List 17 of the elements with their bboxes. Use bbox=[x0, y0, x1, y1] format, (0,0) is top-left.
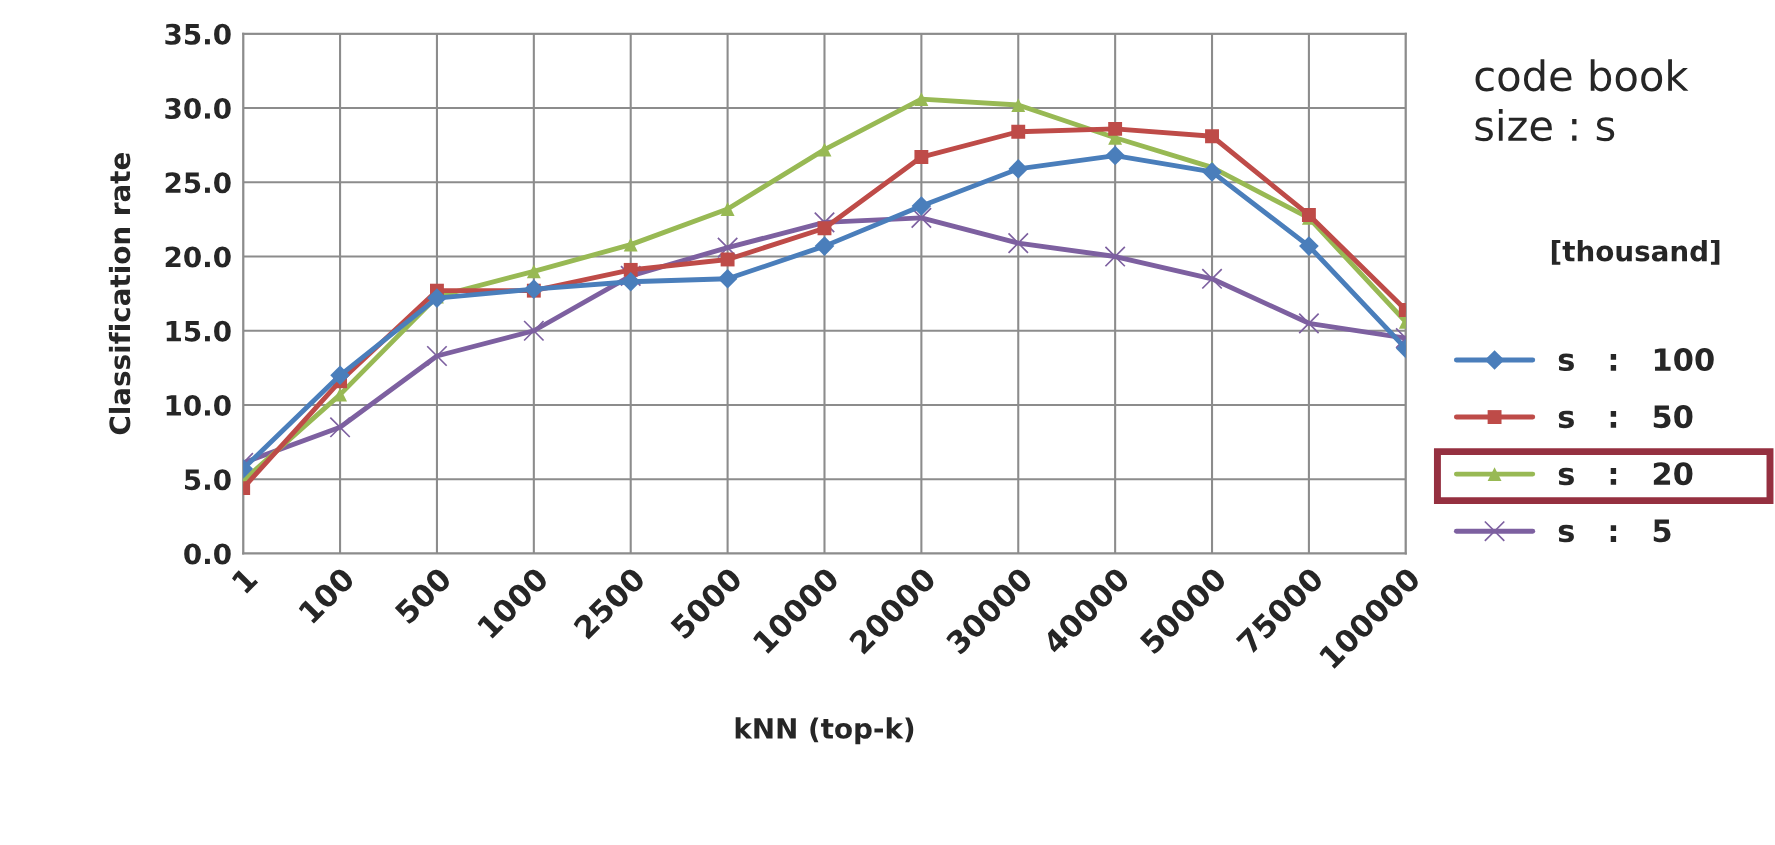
text: [thousand] bbox=[1551, 240, 1720, 265]
y-tick-label: 10.0 bbox=[166, 394, 231, 416]
legend-label: s : 5 bbox=[1558, 519, 1671, 543]
legend-label: s : 100 bbox=[1558, 348, 1714, 372]
legend-label: s : 50 bbox=[1558, 405, 1693, 429]
y-tick-label: 5.0 bbox=[185, 469, 231, 491]
y-tick-label: 20.0 bbox=[165, 246, 231, 268]
y-tick-label: 35.0 bbox=[165, 23, 231, 45]
x-axis-title: kNN (top-k) bbox=[735, 717, 914, 745]
y-tick-label: 25.0 bbox=[165, 172, 231, 194]
x-tick-label: 1 bbox=[231, 566, 259, 594]
y-tick-label: 30.0 bbox=[165, 97, 231, 119]
y-tick-label: 0.0 bbox=[184, 543, 231, 565]
y-tick-label: 15.0 bbox=[166, 320, 231, 342]
legend-title: code book size : s bbox=[1475, 59, 1689, 142]
y-axis-title: Classification rate bbox=[108, 153, 131, 435]
legend-label: s : 20 bbox=[1558, 462, 1693, 486]
